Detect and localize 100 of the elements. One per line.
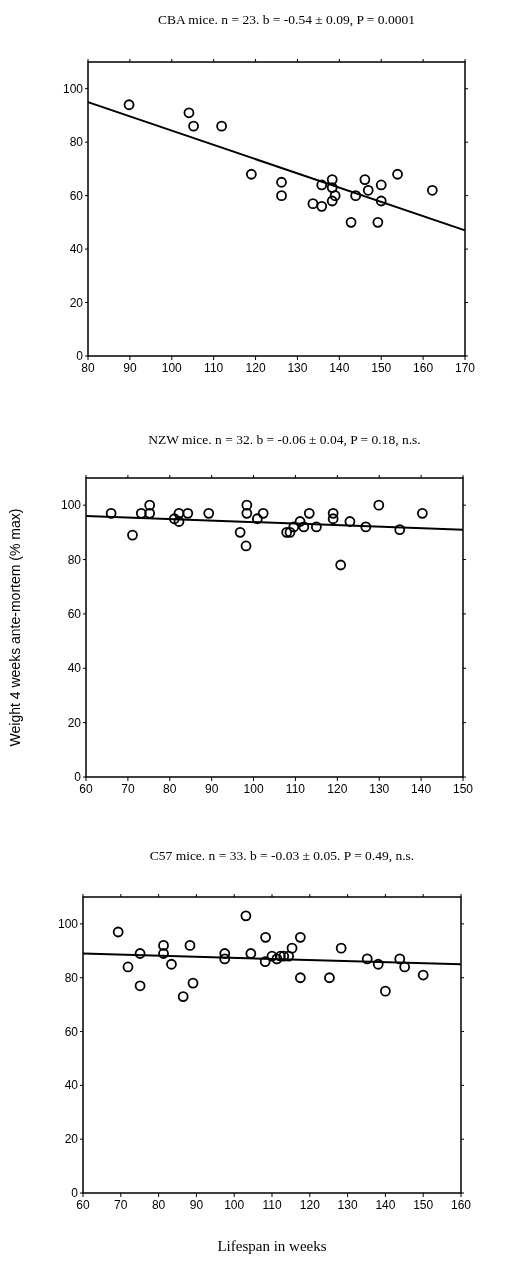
x-tick-label: 120 bbox=[245, 361, 266, 375]
x-tick-label: 140 bbox=[411, 782, 432, 796]
chart-title: C57 mice. n = 33. b = -0.03 ± 0.05. P = 0.49, n.s. bbox=[149, 848, 415, 863]
point bbox=[307, 198, 319, 210]
point bbox=[112, 926, 124, 938]
x-tick-label: 100 bbox=[161, 361, 183, 375]
point bbox=[240, 910, 252, 922]
point bbox=[303, 507, 315, 519]
point bbox=[158, 940, 169, 951]
point bbox=[375, 179, 387, 191]
point bbox=[182, 507, 194, 519]
x-tick-label: 120 bbox=[299, 1198, 321, 1212]
x-tick-label: 90 bbox=[123, 361, 137, 375]
x-tick-label: 80 bbox=[163, 782, 177, 796]
point bbox=[283, 950, 295, 962]
x-tick-label: 120 bbox=[327, 782, 348, 796]
y-tick-label: 100 bbox=[60, 498, 82, 513]
point bbox=[166, 958, 177, 970]
point bbox=[183, 107, 195, 119]
point bbox=[245, 168, 257, 180]
point bbox=[335, 942, 347, 954]
y-tick-label: 20 bbox=[67, 715, 82, 730]
point bbox=[372, 958, 384, 970]
point bbox=[416, 507, 428, 519]
point bbox=[294, 931, 306, 943]
x-tick-label: 100 bbox=[224, 1198, 245, 1212]
point bbox=[326, 182, 338, 194]
y-tick-label: 80 bbox=[64, 970, 79, 985]
x-tick-label: 170 bbox=[454, 361, 476, 375]
point bbox=[122, 961, 134, 973]
point bbox=[276, 176, 287, 188]
point bbox=[294, 516, 306, 527]
point bbox=[394, 524, 406, 536]
x-tick-label: 150 bbox=[452, 782, 474, 796]
point bbox=[219, 948, 231, 959]
x-tick-label: 150 bbox=[371, 361, 392, 375]
x-tick-label: 160 bbox=[450, 1198, 472, 1212]
point bbox=[158, 948, 169, 959]
point bbox=[326, 174, 338, 185]
point bbox=[257, 507, 269, 519]
point bbox=[144, 507, 156, 519]
y-tick-label: 20 bbox=[69, 295, 84, 310]
point bbox=[375, 195, 387, 207]
point bbox=[173, 507, 185, 519]
point bbox=[173, 516, 185, 527]
point bbox=[350, 190, 362, 202]
point bbox=[134, 948, 146, 959]
point bbox=[260, 931, 271, 943]
x-tick-label: 110 bbox=[262, 1198, 282, 1212]
point bbox=[240, 540, 252, 552]
x-tick-label: 130 bbox=[287, 361, 308, 375]
point bbox=[361, 953, 373, 965]
point bbox=[380, 985, 391, 997]
point bbox=[286, 942, 298, 954]
y-tick-label: 100 bbox=[62, 81, 84, 96]
point bbox=[417, 969, 429, 981]
point bbox=[234, 526, 246, 538]
x-tick-label: 140 bbox=[375, 1198, 396, 1212]
point bbox=[335, 559, 347, 571]
point bbox=[187, 977, 199, 989]
point bbox=[135, 507, 147, 519]
point bbox=[294, 972, 306, 984]
y-tick-label: 0 bbox=[76, 349, 84, 363]
y-tick-label: 40 bbox=[64, 1078, 79, 1093]
y-tick-label: 100 bbox=[57, 916, 79, 931]
point bbox=[278, 950, 290, 962]
x-tick-label: 130 bbox=[337, 1198, 358, 1212]
x-tick-label: 70 bbox=[114, 1198, 128, 1212]
y-tick-label: 0 bbox=[71, 1186, 79, 1200]
point bbox=[310, 521, 322, 533]
x-tick-label: 90 bbox=[189, 1198, 204, 1212]
point bbox=[259, 956, 271, 967]
point bbox=[426, 184, 438, 196]
point bbox=[127, 529, 138, 541]
x-tick-label: 100 bbox=[243, 782, 264, 796]
y-axis-title: Weight 4 weeks ante-mortem (% max) bbox=[7, 508, 23, 747]
y-tick-label: 60 bbox=[67, 606, 82, 621]
point bbox=[184, 940, 196, 951]
point bbox=[394, 953, 406, 965]
point bbox=[276, 190, 287, 202]
point bbox=[188, 120, 199, 132]
point bbox=[216, 120, 228, 132]
point bbox=[362, 184, 374, 196]
point bbox=[241, 499, 253, 511]
x-tick-label: 80 bbox=[151, 1198, 166, 1212]
point bbox=[288, 521, 300, 533]
point bbox=[345, 216, 357, 228]
x-tick-label: 90 bbox=[204, 782, 219, 796]
x-tick-label: 70 bbox=[121, 782, 135, 796]
point bbox=[373, 499, 385, 511]
x-tick-label: 150 bbox=[413, 1198, 434, 1212]
y-tick-label: 60 bbox=[69, 188, 84, 203]
point bbox=[298, 521, 310, 533]
x-tick-label: 130 bbox=[369, 782, 390, 796]
y-tick-label: 20 bbox=[64, 1132, 79, 1147]
point bbox=[359, 174, 371, 185]
chart-title: CBA mice. n = 23. b = -0.54 ± 0.09, P = 0.0001 bbox=[157, 12, 416, 27]
point bbox=[241, 507, 253, 519]
x-tick-label: 160 bbox=[413, 361, 434, 375]
point bbox=[360, 521, 372, 533]
